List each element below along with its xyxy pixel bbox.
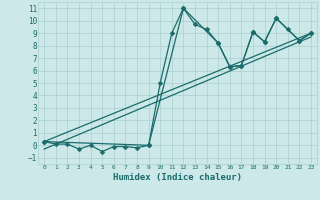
X-axis label: Humidex (Indice chaleur): Humidex (Indice chaleur)	[113, 173, 242, 182]
